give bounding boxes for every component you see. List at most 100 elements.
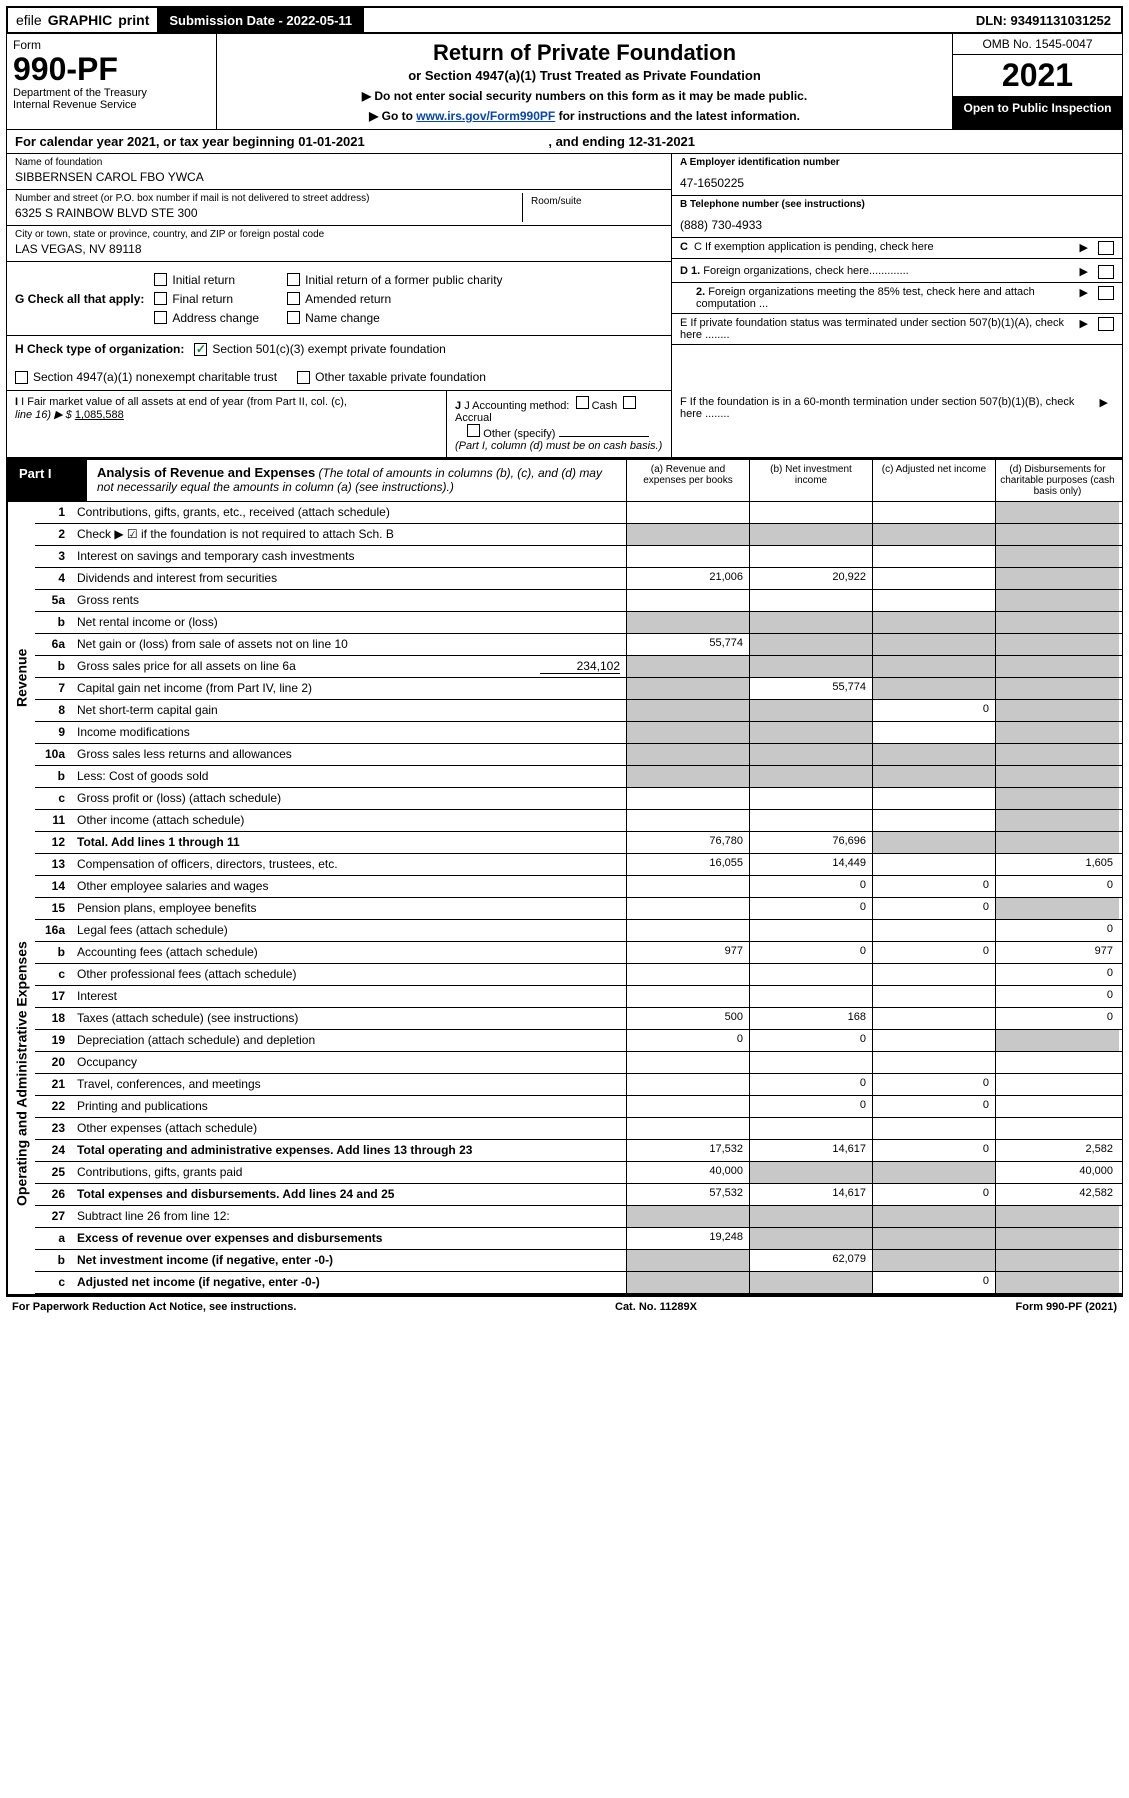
g-check-row: G Check all that apply: Initial return F… [7,262,671,336]
line-r5b: bNet rental income or (loss) [35,612,1122,634]
address-row: Number and street (or P.O. box number if… [7,190,671,226]
expenses-table: Operating and Administrative Expenses 13… [6,854,1123,1296]
line-number: c [35,1272,71,1293]
name-cell: Name of foundation SIBBERNSEN CAROL FBO … [7,154,671,190]
d1-text: Foreign organizations, check here.......… [703,265,908,277]
line-r16c: cOther professional fees (attach schedul… [35,964,1122,986]
form-number-block: Form 990-PF Department of the Treasury I… [7,34,217,129]
col-d-value: 40,000 [996,1162,1119,1183]
col-a-value: 55,774 [627,634,750,655]
col-a-value [627,1096,750,1117]
col-b-value: 0 [750,942,873,963]
efile-print[interactable]: print [118,12,149,28]
col-a-value [627,1118,750,1139]
col-b-value [750,524,873,545]
501c3-checkbox[interactable] [194,343,207,356]
col-c-value [873,744,996,765]
col-b-value: 14,617 [750,1140,873,1161]
line-description: Total operating and administrative expen… [71,1140,627,1161]
col-d-value [996,590,1119,611]
col-b-value: 0 [750,876,873,897]
line-number: 11 [35,810,71,831]
line-description: Printing and publications [71,1096,627,1117]
cash-label: Cash [592,400,618,412]
col-d-value [996,568,1119,589]
col-d-value [996,1272,1119,1293]
c-checkbox[interactable] [1098,241,1114,255]
ein-label: A Employer identification number [680,157,840,168]
col-a-value [627,678,750,699]
other-taxable-checkbox[interactable] [297,371,310,384]
col-d-value [996,744,1119,765]
line-number: b [35,766,71,787]
d1-checkbox[interactable] [1098,265,1114,279]
line-description: Travel, conferences, and meetings [71,1074,627,1095]
line-r27b: bNet investment income (if negative, ent… [35,1250,1122,1272]
e-checkbox[interactable] [1098,317,1114,331]
line-description: Interest on savings and temporary cash i… [71,546,627,567]
addr-value: 6325 S RAINBOW BLVD STE 300 [15,204,522,222]
col-b-value: 62,079 [750,1250,873,1271]
final-return-checkbox[interactable] [154,292,167,305]
col-b-value [750,546,873,567]
d1-cell: D 1. Foreign organizations, check here..… [672,262,1122,283]
other-taxable-label: Other taxable private foundation [315,370,486,384]
col-b-value: 168 [750,1008,873,1029]
line-number: 10a [35,744,71,765]
cal-mid: , and ending [545,134,629,149]
part-1-header: Part I Analysis of Revenue and Expenses … [6,458,1123,502]
j-note: (Part I, column (d) must be on cash basi… [455,440,662,452]
d2-checkbox[interactable] [1098,286,1114,300]
col-c-value [873,986,996,1007]
irs-link[interactable]: www.irs.gov/Form990PF [416,109,555,123]
col-d-value [996,656,1119,677]
col-d-value [996,1206,1119,1227]
address-change-checkbox[interactable] [154,311,167,324]
name-change-checkbox[interactable] [287,311,300,324]
final-return-label: Final return [172,292,233,306]
col-c-value: 0 [873,700,996,721]
amended-checkbox[interactable] [287,292,300,305]
col-b-value [750,1272,873,1293]
city-label: City or town, state or province, country… [15,229,663,240]
col-b-value [750,656,873,677]
line-number: 20 [35,1052,71,1073]
col-a-value [627,920,750,941]
fmv-value: 1,085,588 [75,409,124,421]
initial-return-checkbox[interactable] [154,273,167,286]
line-r15: 15Pension plans, employee benefits00 [35,898,1122,920]
col-d-value: 0 [996,986,1119,1007]
line-r24: 24Total operating and administrative exp… [35,1140,1122,1162]
col-a-value: 21,006 [627,568,750,589]
title-block: Return of Private Foundation or Section … [217,34,952,129]
col-c-value: 0 [873,1074,996,1095]
accrual-checkbox[interactable] [623,396,636,409]
line-description: Interest [71,986,627,1007]
col-d-value [996,546,1119,567]
footer-left: For Paperwork Reduction Act Notice, see … [12,1301,296,1313]
col-c-value: 0 [873,942,996,963]
initial-former-checkbox[interactable] [287,273,300,286]
4947-checkbox[interactable] [15,371,28,384]
form-word: Form [13,38,210,52]
col-d-value [996,766,1119,787]
line-number: b [35,1250,71,1271]
page-footer: For Paperwork Reduction Act Notice, see … [6,1296,1123,1317]
line-r4: 4Dividends and interest from securities2… [35,568,1122,590]
line-description: Dividends and interest from securities [71,568,627,589]
col-d-value [996,678,1119,699]
col-c-value [873,612,996,633]
address-cell: Number and street (or P.O. box number if… [15,193,523,222]
open-to-public: Open to Public Inspection [953,97,1122,129]
col-c-value [873,1008,996,1029]
cash-checkbox[interactable] [576,396,589,409]
other-method-checkbox[interactable] [467,424,480,437]
expenses-side-label: Operating and Administrative Expenses [7,854,35,1294]
line-description: Net gain or (loss) from sale of assets n… [71,634,627,655]
col-d-value [996,832,1119,853]
col-a-value [627,766,750,787]
col-c-value: 0 [873,1140,996,1161]
line-r26: 26Total expenses and disbursements. Add … [35,1184,1122,1206]
line-number: 13 [35,854,71,875]
initial-return-label: Initial return [172,273,235,287]
